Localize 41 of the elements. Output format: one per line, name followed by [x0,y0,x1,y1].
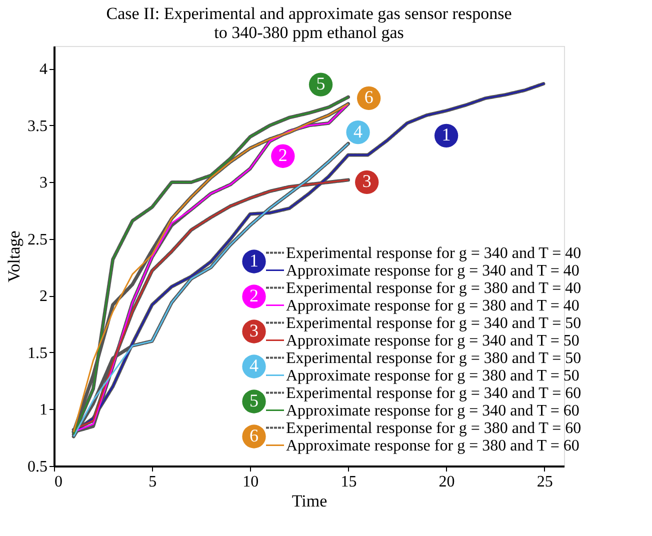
legend-label: Approximate response for g = 380 and T = 50 [286,367,580,384]
text: 2 [250,286,258,306]
text: 5 [250,390,258,410]
annotation: 1 [442,124,451,145]
annotation: 4 [354,121,363,142]
x-axis-title: Time [292,492,328,510]
y-tick-label: 2.5 [28,231,48,248]
y-tick-label: 4 [40,61,48,78]
x-tick-label: 25 [536,474,553,490]
y-tick-label: 3.5 [28,118,48,135]
y-tick-label: 2 [40,288,48,306]
annotation: 6 [364,87,374,108]
text: 6 [250,426,258,446]
y-tick-label: 1.5 [28,344,48,362]
legend-label: Experimental response for g = 340 and T = 60 [286,384,582,402]
x-tick-label: 0 [54,474,62,490]
legend-label: Experimental response for g = 340 and T = 40 [286,244,582,262]
legend-label: Approximate response for g = 340 and T = 60 [286,402,580,420]
annotation: 2 [278,145,288,166]
legend-label: Approximate response for g = 380 and T = 60 [286,437,580,454]
legend-label: Approximate response for g = 340 and T = 40 [286,262,580,280]
chart-title: Case II: Experimental and approximate gas sensor response to 340-380 ppm ethanol gas [106,4,512,42]
y-tick-label: 0.5 [28,458,48,476]
annotation: 5 [316,74,326,94]
legend-label: Experimental response for g = 380 and T = 50 [286,350,582,367]
y-axis-title: Voltage [4,230,24,282]
text: 1 [250,250,258,270]
y-tick-label: 1 [40,402,48,419]
x-tick-label: 15 [340,474,357,490]
legend-label: Approximate response for g = 340 and T = 50 [286,332,580,350]
x-tick-label: 10 [242,474,259,490]
annotation: 3 [362,171,372,192]
legend-label: Experimental response for g = 340 and T = 50 [286,314,582,332]
legend-label: Experimental response for g = 380 and T = 40 [286,280,582,297]
x-tick-label: 5 [148,474,157,490]
text: 4 [250,356,258,376]
legend-label: Experimental response for g = 380 and T = 60 [286,420,582,437]
y-tick-label: 3 [40,174,48,192]
text: 3 [250,320,258,340]
legend-label: Approximate response for g = 380 and T = 40 [286,297,580,314]
x-tick-label: 20 [438,474,455,490]
